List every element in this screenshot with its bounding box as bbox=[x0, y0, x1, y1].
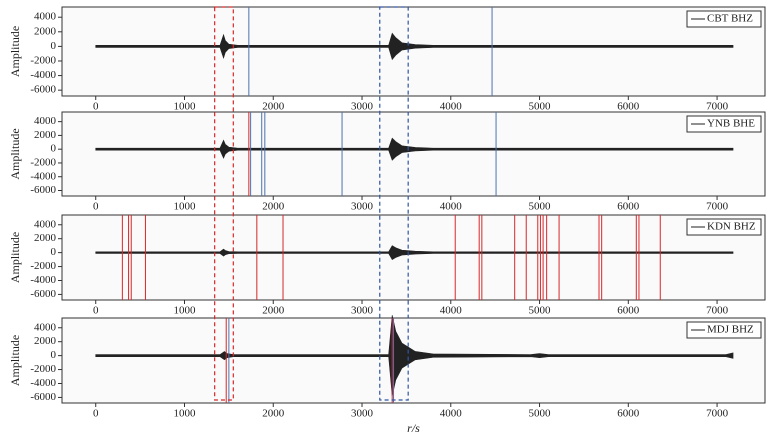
x-tick-label: 0 bbox=[93, 305, 99, 317]
y-tick-label: 0 bbox=[51, 349, 57, 361]
y-tick-label: 2000 bbox=[34, 232, 57, 244]
legend-label: YNB BHE bbox=[707, 118, 755, 130]
y-tick-label: 4000 bbox=[34, 115, 57, 127]
legend-box bbox=[686, 321, 762, 339]
x-tick-label: 1000 bbox=[173, 101, 196, 113]
plot-area bbox=[61, 6, 766, 97]
highlight-box bbox=[214, 6, 234, 401]
y-tick-label: 0 bbox=[51, 143, 57, 155]
x-tick-label: 4000 bbox=[440, 201, 463, 213]
x-tick-label: 4000 bbox=[440, 408, 463, 420]
y-axis-label: Amplitude bbox=[8, 232, 22, 283]
x-tick-label: 7000 bbox=[706, 201, 729, 213]
x-tick-label: 6000 bbox=[617, 201, 640, 213]
x-tick-label: 6000 bbox=[617, 305, 640, 317]
y-tick-label: -4000 bbox=[30, 274, 56, 286]
legend-label: CBT BHZ bbox=[707, 13, 753, 25]
y-tick-label: 4000 bbox=[34, 321, 57, 333]
x-tick-label: 4000 bbox=[440, 101, 463, 113]
y-tick-label: 0 bbox=[51, 246, 57, 258]
y-tick-label: 2000 bbox=[34, 129, 57, 141]
waveform bbox=[95, 245, 734, 261]
x-tick-label: 6000 bbox=[617, 408, 640, 420]
x-tick-label: 7000 bbox=[706, 408, 729, 420]
x-tick-label: 1000 bbox=[173, 201, 196, 213]
y-tick-label: -6000 bbox=[30, 84, 56, 96]
plot-area bbox=[61, 111, 766, 197]
y-tick-label: 4000 bbox=[34, 11, 57, 23]
x-tick-label: 5000 bbox=[529, 201, 552, 213]
x-tick-label: 5000 bbox=[529, 408, 552, 420]
waveform bbox=[95, 32, 734, 61]
x-axis-label: r/s bbox=[407, 421, 420, 435]
y-tick-label: -2000 bbox=[30, 156, 56, 168]
y-tick-label: -6000 bbox=[30, 391, 56, 403]
x-tick-label: 7000 bbox=[706, 305, 729, 317]
x-tick-label: 3000 bbox=[351, 201, 374, 213]
waveform bbox=[95, 137, 734, 161]
x-tick-label: 3000 bbox=[351, 408, 374, 420]
x-tick-label: 5000 bbox=[529, 101, 552, 113]
y-tick-label: -4000 bbox=[30, 170, 56, 182]
waveform bbox=[95, 315, 734, 397]
x-tick-label: 0 bbox=[93, 408, 99, 420]
x-tick-label: 3000 bbox=[351, 101, 374, 113]
y-tick-label: 2000 bbox=[34, 25, 57, 37]
y-tick-label: 2000 bbox=[34, 335, 57, 347]
x-tick-label: 0 bbox=[93, 101, 99, 113]
highlight-box bbox=[379, 6, 409, 401]
x-tick-label: 1000 bbox=[173, 305, 196, 317]
legend-label: KDN BHZ bbox=[707, 221, 756, 233]
y-axis-label: Amplitude bbox=[8, 335, 22, 386]
legend-box bbox=[686, 218, 762, 236]
x-tick-label: 2000 bbox=[262, 305, 285, 317]
y-tick-label: 0 bbox=[51, 40, 57, 52]
x-tick-label: 2000 bbox=[262, 408, 285, 420]
x-tick-label: 2000 bbox=[262, 201, 285, 213]
plot-area bbox=[61, 214, 766, 301]
y-tick-label: 4000 bbox=[34, 218, 57, 230]
x-tick-label: 0 bbox=[93, 201, 99, 213]
x-tick-label: 6000 bbox=[617, 101, 640, 113]
y-tick-label: -6000 bbox=[30, 184, 56, 196]
legend-box bbox=[686, 115, 762, 133]
x-tick-label: 5000 bbox=[529, 305, 552, 317]
y-axis-label: Amplitude bbox=[8, 128, 22, 179]
y-tick-label: -4000 bbox=[30, 69, 56, 81]
y-tick-label: -4000 bbox=[30, 377, 56, 389]
legend-box bbox=[686, 10, 762, 28]
y-tick-label: -2000 bbox=[30, 55, 56, 67]
y-tick-label: -2000 bbox=[30, 260, 56, 272]
y-axis-label: Amplitude bbox=[8, 26, 22, 77]
x-tick-label: 2000 bbox=[262, 101, 285, 113]
x-tick-label: 7000 bbox=[706, 101, 729, 113]
legend-label: MDJ BHZ bbox=[707, 324, 754, 336]
x-tick-label: 3000 bbox=[351, 305, 374, 317]
y-tick-label: -2000 bbox=[30, 363, 56, 375]
x-tick-label: 1000 bbox=[173, 408, 196, 420]
x-tick-label: 4000 bbox=[440, 305, 463, 317]
y-tick-label: -6000 bbox=[30, 288, 56, 300]
